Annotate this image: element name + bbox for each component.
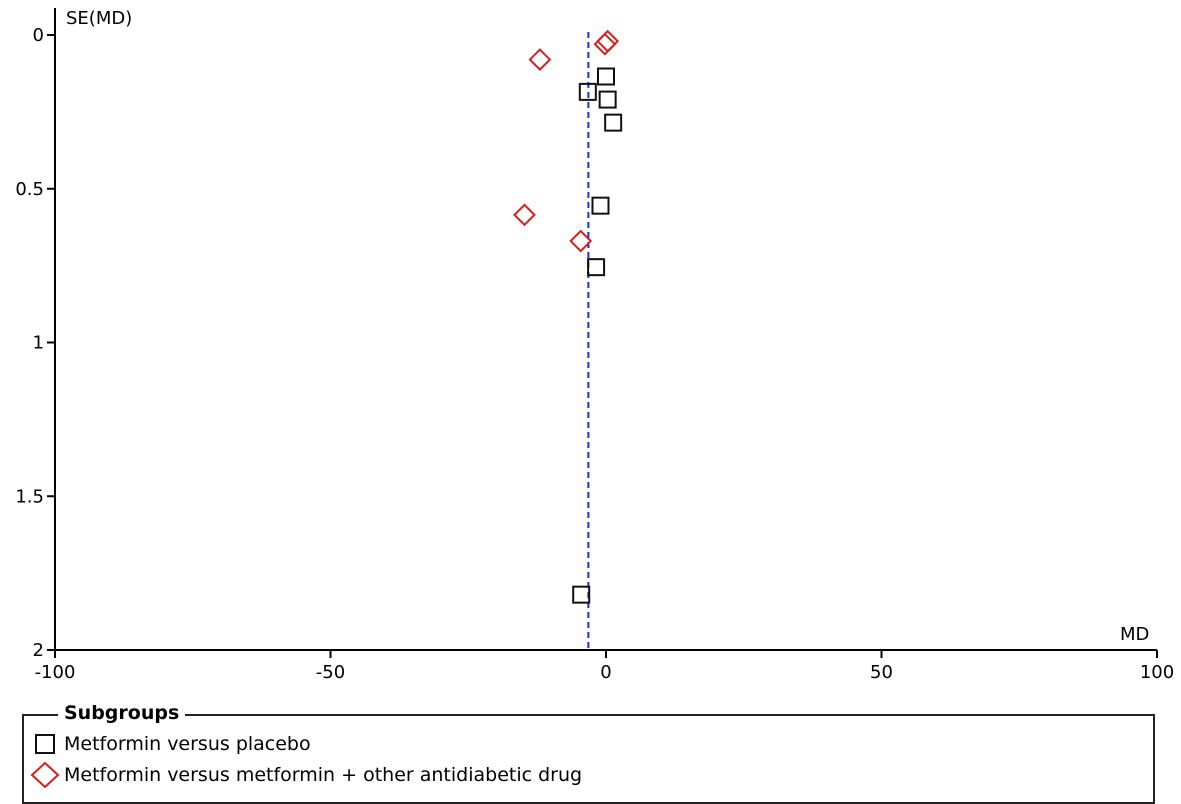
diamond-point	[593, 32, 617, 56]
diamond-point	[569, 229, 593, 253]
y-tick-label: 0.5	[15, 179, 44, 200]
y-tick-label: 1	[33, 333, 44, 354]
x-tick-label: -50	[316, 662, 345, 683]
square-point	[587, 258, 606, 277]
legend-box	[22, 714, 1155, 804]
x-axis-label: MD	[1120, 624, 1149, 645]
y-tick-label: 0	[33, 25, 44, 46]
diamond-point	[513, 203, 536, 227]
legend-label-placebo: Metformin versus placebo	[64, 733, 311, 755]
legend-title: Subgroups	[58, 702, 186, 724]
x-tick-label: 50	[870, 662, 893, 683]
data-points	[513, 29, 623, 604]
square-marker-icon	[35, 734, 55, 754]
x-tick-label: -100	[35, 662, 76, 683]
x-tick-label: 0	[600, 662, 611, 683]
y-tick-label: 2	[33, 640, 44, 661]
legend-item-placebo: Metformin versus placebo	[30, 731, 311, 757]
diamond-marker-icon	[30, 762, 60, 788]
x-tick-label: 100	[1140, 662, 1174, 683]
axes: 0 0.5 1 1.5 2-100 -50 0 50 100	[15, 8, 1174, 683]
legend-label-combination: Metformin versus metformin + other antid…	[64, 764, 583, 786]
square-point	[598, 90, 617, 109]
square-point	[572, 585, 591, 604]
square-point	[578, 82, 597, 101]
square-point	[597, 67, 615, 86]
funnel-plot: 0 0.5 1 1.5 2-100 -50 0 50 100 SE(MD) MD	[15, 8, 1174, 683]
square-point	[604, 113, 623, 132]
y-axis-label: SE(MD)	[66, 8, 132, 29]
y-tick-label: 1.5	[15, 486, 44, 507]
square-point	[591, 196, 610, 215]
diamond-point	[528, 48, 552, 72]
diamond-point	[596, 29, 620, 53]
legend-item-combination: Metformin versus metformin + other antid…	[30, 762, 582, 788]
